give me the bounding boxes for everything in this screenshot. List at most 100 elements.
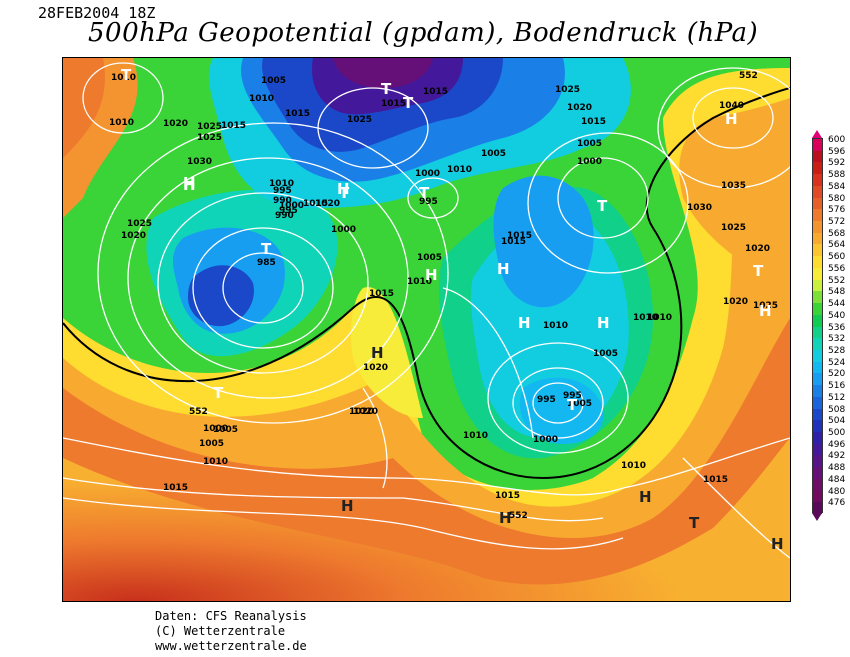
- legend-swatch: [813, 467, 822, 479]
- isobar-label: 1000: [415, 169, 440, 179]
- legend-tick-label: 592: [828, 158, 846, 169]
- isobar-label: 990: [273, 196, 292, 206]
- legend-swatch: [813, 455, 822, 468]
- isobar-labels: 1010 1005 1010 1015 1010 1015 1025 1030 …: [109, 71, 778, 521]
- legend-tick-label: 492: [828, 451, 846, 462]
- isobar-label: 1020: [363, 363, 388, 373]
- isobar-label: 1015: [381, 99, 406, 109]
- isobar-label: 1025: [753, 301, 778, 311]
- isobar-label: 1015: [163, 483, 188, 493]
- contour-label: 552: [189, 407, 208, 417]
- contour-label: 552: [739, 71, 758, 81]
- legend-tick-label: 596: [828, 146, 846, 157]
- isobar-label: 1010: [633, 313, 658, 323]
- legend-swatch: [813, 373, 822, 386]
- legend-tick-label: 540: [828, 310, 846, 321]
- isobar-label: 1020: [745, 244, 770, 254]
- isobar-label: 1015: [501, 237, 526, 247]
- legend-swatch: [813, 338, 822, 350]
- color-legend: 600 596 592 588 584 580 576 572 568 564 560 556 552 5…: [812, 130, 850, 530]
- map-title: 500hPa Geopotential (gpdam), Bodendruck …: [88, 18, 759, 48]
- legend-tick-label: 528: [828, 345, 846, 356]
- pressure-center: T: [261, 240, 272, 258]
- legend-swatch: [813, 256, 822, 268]
- legend-colorbar: [812, 138, 823, 514]
- isobar-label: 1000: [203, 424, 228, 434]
- pressure-center: T: [567, 396, 578, 414]
- legend-tick-label: 584: [828, 181, 846, 192]
- legend-tick-label: 552: [828, 275, 846, 286]
- isobar-label: 1000: [279, 201, 304, 211]
- isobar-label: 1025: [127, 219, 152, 229]
- isobar-label: 1015: [581, 117, 606, 127]
- isobar-label: 995: [563, 391, 582, 401]
- isobar-label: 1005: [199, 439, 224, 449]
- legend-swatch: [813, 361, 822, 374]
- isobar-label: 1010: [249, 94, 274, 104]
- legend-swatch: [813, 150, 822, 163]
- legend-tick-label: 480: [828, 486, 846, 497]
- isobar-label: 995: [537, 395, 556, 405]
- contour-552: [63, 87, 790, 480]
- legend-tick-label: 568: [828, 228, 846, 239]
- credit-url[interactable]: www.wetterzentrale.de: [155, 639, 307, 653]
- legend-swatch: [813, 303, 822, 315]
- legend-tick-label: 532: [828, 334, 846, 345]
- legend-tip-bottom: [812, 513, 822, 521]
- isobar-label: 1005: [577, 139, 602, 149]
- legend-swatch: [813, 490, 822, 503]
- legend-swatch: [813, 174, 822, 186]
- legend-tick-label: 588: [828, 170, 846, 181]
- legend-tick-label: 580: [828, 193, 846, 204]
- pressure-center: H: [518, 314, 531, 332]
- pressure-center: T: [753, 262, 764, 280]
- isobar-label: 995: [419, 197, 438, 207]
- date-label: 28FEB2004 18Z: [38, 4, 156, 22]
- isobar-label: 1010: [447, 165, 472, 175]
- legend-swatch: [813, 162, 822, 175]
- legend-tick-label: 484: [828, 474, 846, 485]
- ridge-atlantic: [351, 287, 423, 418]
- legend-swatch: [813, 267, 822, 280]
- isobar-label: 1040: [719, 101, 744, 111]
- isobar-label: 1035: [721, 181, 746, 191]
- isobar-label: 985: [257, 258, 276, 268]
- pressure-center: H: [597, 314, 610, 332]
- isobar-label: 1010: [647, 313, 672, 323]
- pressure-center: H: [183, 174, 196, 192]
- polar-vortex-center: [333, 58, 433, 88]
- legend-tick-label: 504: [828, 416, 846, 427]
- isobar-label: 1020: [163, 119, 188, 129]
- isobar-label: 1025: [721, 223, 746, 233]
- legend-tick-label: 508: [828, 404, 846, 415]
- isobar-label: 1010: [407, 277, 432, 287]
- isobars: [63, 62, 790, 559]
- contour-label: 552: [509, 511, 528, 521]
- legend-swatch: [813, 232, 822, 245]
- legend-swatch: [813, 420, 822, 432]
- isobar-label: 1015: [303, 199, 328, 209]
- map-canvas: 1010 1005 1010 1015 1010 1015 1025 1030 …: [63, 58, 790, 601]
- pressure-center: H: [371, 344, 384, 362]
- legend-tick-label: 500: [828, 427, 846, 438]
- isobar-label: 1020: [349, 407, 374, 417]
- isobar-label: 1010: [203, 457, 228, 467]
- isobar-label: 1025: [197, 133, 222, 143]
- pressure-center: H: [771, 535, 784, 553]
- trough-balkan: [519, 377, 604, 444]
- legend-swatch: [813, 139, 822, 151]
- isobar-label: 990: [275, 211, 294, 221]
- legend-swatch: [813, 209, 822, 222]
- legend-swatch: [813, 221, 822, 233]
- pressure-center: H: [725, 110, 738, 128]
- legend-tip-top: [812, 130, 822, 138]
- isobar-label: 1020: [353, 407, 378, 417]
- legend-tick-label: 476: [828, 498, 846, 509]
- isobar-label: 1005: [417, 253, 442, 263]
- legend-swatch: [813, 326, 822, 339]
- isobar-label: 1030: [687, 203, 712, 213]
- pressure-center: T: [403, 94, 414, 112]
- legend-tick-label: 520: [828, 369, 846, 380]
- credit-source: Daten: CFS Reanalysis: [155, 609, 307, 623]
- isobar-label: 1020: [121, 231, 146, 241]
